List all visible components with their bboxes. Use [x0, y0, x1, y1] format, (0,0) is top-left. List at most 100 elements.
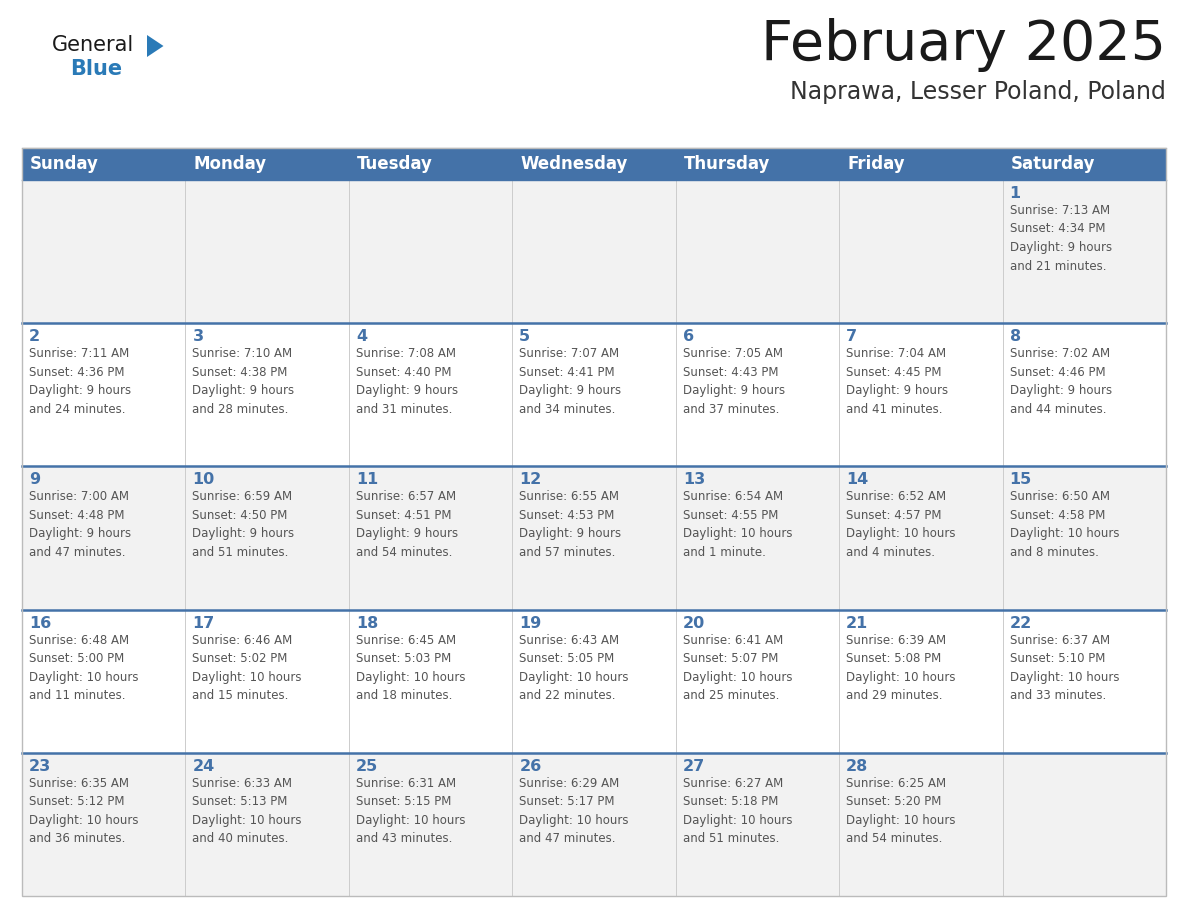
Text: Sunrise: 6:46 AM
Sunset: 5:02 PM
Daylight: 10 hours
and 15 minutes.: Sunrise: 6:46 AM Sunset: 5:02 PM Dayligh… — [192, 633, 302, 702]
Text: 25: 25 — [356, 759, 378, 774]
Text: Sunrise: 7:04 AM
Sunset: 4:45 PM
Daylight: 9 hours
and 41 minutes.: Sunrise: 7:04 AM Sunset: 4:45 PM Dayligh… — [846, 347, 948, 416]
Bar — [839, 753, 1003, 896]
Text: Sunrise: 6:35 AM
Sunset: 5:12 PM
Daylight: 10 hours
and 36 minutes.: Sunrise: 6:35 AM Sunset: 5:12 PM Dayligh… — [29, 777, 139, 845]
Bar — [676, 180, 839, 323]
Bar — [349, 753, 512, 896]
Text: 17: 17 — [192, 616, 215, 631]
Text: Monday: Monday — [194, 155, 266, 173]
Text: 16: 16 — [29, 616, 51, 631]
Bar — [349, 323, 512, 466]
Text: Sunrise: 6:37 AM
Sunset: 5:10 PM
Daylight: 10 hours
and 33 minutes.: Sunrise: 6:37 AM Sunset: 5:10 PM Dayligh… — [1010, 633, 1119, 702]
Polygon shape — [147, 35, 164, 57]
Text: Sunrise: 6:45 AM
Sunset: 5:03 PM
Daylight: 10 hours
and 18 minutes.: Sunrise: 6:45 AM Sunset: 5:03 PM Dayligh… — [356, 633, 466, 702]
Bar — [512, 148, 676, 180]
Text: 5: 5 — [519, 330, 530, 344]
Bar — [23, 323, 185, 466]
Text: Sunrise: 7:13 AM
Sunset: 4:34 PM
Daylight: 9 hours
and 21 minutes.: Sunrise: 7:13 AM Sunset: 4:34 PM Dayligh… — [1010, 204, 1112, 273]
Bar — [512, 610, 676, 753]
Text: Sunrise: 6:48 AM
Sunset: 5:00 PM
Daylight: 10 hours
and 11 minutes.: Sunrise: 6:48 AM Sunset: 5:00 PM Dayligh… — [29, 633, 139, 702]
Text: Sunrise: 7:08 AM
Sunset: 4:40 PM
Daylight: 9 hours
and 31 minutes.: Sunrise: 7:08 AM Sunset: 4:40 PM Dayligh… — [356, 347, 459, 416]
Bar — [185, 466, 349, 610]
Text: Sunrise: 6:54 AM
Sunset: 4:55 PM
Daylight: 10 hours
and 1 minute.: Sunrise: 6:54 AM Sunset: 4:55 PM Dayligh… — [683, 490, 792, 559]
Bar — [839, 323, 1003, 466]
Bar — [512, 323, 676, 466]
Text: Sunrise: 6:41 AM
Sunset: 5:07 PM
Daylight: 10 hours
and 25 minutes.: Sunrise: 6:41 AM Sunset: 5:07 PM Dayligh… — [683, 633, 792, 702]
Bar — [1003, 148, 1165, 180]
Text: Sunrise: 6:39 AM
Sunset: 5:08 PM
Daylight: 10 hours
and 29 minutes.: Sunrise: 6:39 AM Sunset: 5:08 PM Dayligh… — [846, 633, 955, 702]
Text: 19: 19 — [519, 616, 542, 631]
Text: Sunrise: 6:55 AM
Sunset: 4:53 PM
Daylight: 9 hours
and 57 minutes.: Sunrise: 6:55 AM Sunset: 4:53 PM Dayligh… — [519, 490, 621, 559]
Text: Sunrise: 7:07 AM
Sunset: 4:41 PM
Daylight: 9 hours
and 34 minutes.: Sunrise: 7:07 AM Sunset: 4:41 PM Dayligh… — [519, 347, 621, 416]
Bar — [23, 753, 185, 896]
Text: 3: 3 — [192, 330, 203, 344]
Text: Sunrise: 6:31 AM
Sunset: 5:15 PM
Daylight: 10 hours
and 43 minutes.: Sunrise: 6:31 AM Sunset: 5:15 PM Dayligh… — [356, 777, 466, 845]
Text: Sunrise: 6:43 AM
Sunset: 5:05 PM
Daylight: 10 hours
and 22 minutes.: Sunrise: 6:43 AM Sunset: 5:05 PM Dayligh… — [519, 633, 628, 702]
Bar — [185, 148, 349, 180]
Text: Naprawa, Lesser Poland, Poland: Naprawa, Lesser Poland, Poland — [790, 80, 1165, 104]
Text: 23: 23 — [29, 759, 51, 774]
Text: 14: 14 — [846, 473, 868, 487]
Bar — [23, 148, 185, 180]
Text: Sunday: Sunday — [30, 155, 99, 173]
Bar — [23, 148, 1165, 896]
Bar — [839, 148, 1003, 180]
Bar — [349, 466, 512, 610]
Bar — [23, 180, 185, 323]
Text: Sunrise: 6:59 AM
Sunset: 4:50 PM
Daylight: 9 hours
and 51 minutes.: Sunrise: 6:59 AM Sunset: 4:50 PM Dayligh… — [192, 490, 295, 559]
Bar — [349, 180, 512, 323]
Text: General: General — [52, 35, 134, 55]
Text: Thursday: Thursday — [684, 155, 770, 173]
Bar — [185, 753, 349, 896]
Text: 4: 4 — [356, 330, 367, 344]
Text: 11: 11 — [356, 473, 378, 487]
Text: Blue: Blue — [70, 59, 122, 79]
Text: 21: 21 — [846, 616, 868, 631]
Text: 24: 24 — [192, 759, 215, 774]
Bar — [1003, 466, 1165, 610]
Text: 6: 6 — [683, 330, 694, 344]
Text: Sunrise: 7:05 AM
Sunset: 4:43 PM
Daylight: 9 hours
and 37 minutes.: Sunrise: 7:05 AM Sunset: 4:43 PM Dayligh… — [683, 347, 785, 416]
Bar — [23, 466, 185, 610]
Text: Sunrise: 7:02 AM
Sunset: 4:46 PM
Daylight: 9 hours
and 44 minutes.: Sunrise: 7:02 AM Sunset: 4:46 PM Dayligh… — [1010, 347, 1112, 416]
Text: 26: 26 — [519, 759, 542, 774]
Bar — [1003, 753, 1165, 896]
Bar — [1003, 323, 1165, 466]
Text: Sunrise: 6:50 AM
Sunset: 4:58 PM
Daylight: 10 hours
and 8 minutes.: Sunrise: 6:50 AM Sunset: 4:58 PM Dayligh… — [1010, 490, 1119, 559]
Bar — [839, 610, 1003, 753]
Bar — [676, 753, 839, 896]
Text: 22: 22 — [1010, 616, 1032, 631]
Text: 28: 28 — [846, 759, 868, 774]
Bar — [839, 180, 1003, 323]
Text: Sunrise: 7:10 AM
Sunset: 4:38 PM
Daylight: 9 hours
and 28 minutes.: Sunrise: 7:10 AM Sunset: 4:38 PM Dayligh… — [192, 347, 295, 416]
Text: Sunrise: 7:00 AM
Sunset: 4:48 PM
Daylight: 9 hours
and 47 minutes.: Sunrise: 7:00 AM Sunset: 4:48 PM Dayligh… — [29, 490, 131, 559]
Text: Sunrise: 6:33 AM
Sunset: 5:13 PM
Daylight: 10 hours
and 40 minutes.: Sunrise: 6:33 AM Sunset: 5:13 PM Dayligh… — [192, 777, 302, 845]
Text: Sunrise: 7:11 AM
Sunset: 4:36 PM
Daylight: 9 hours
and 24 minutes.: Sunrise: 7:11 AM Sunset: 4:36 PM Dayligh… — [29, 347, 131, 416]
Bar — [676, 148, 839, 180]
Text: 8: 8 — [1010, 330, 1020, 344]
Bar — [676, 610, 839, 753]
Text: Saturday: Saturday — [1011, 155, 1095, 173]
Bar — [1003, 180, 1165, 323]
Text: Sunrise: 6:57 AM
Sunset: 4:51 PM
Daylight: 9 hours
and 54 minutes.: Sunrise: 6:57 AM Sunset: 4:51 PM Dayligh… — [356, 490, 459, 559]
Text: Sunrise: 6:27 AM
Sunset: 5:18 PM
Daylight: 10 hours
and 51 minutes.: Sunrise: 6:27 AM Sunset: 5:18 PM Dayligh… — [683, 777, 792, 845]
Text: 20: 20 — [683, 616, 704, 631]
Text: 15: 15 — [1010, 473, 1032, 487]
Bar — [349, 610, 512, 753]
Text: 12: 12 — [519, 473, 542, 487]
Text: Sunrise: 6:29 AM
Sunset: 5:17 PM
Daylight: 10 hours
and 47 minutes.: Sunrise: 6:29 AM Sunset: 5:17 PM Dayligh… — [519, 777, 628, 845]
Text: Tuesday: Tuesday — [356, 155, 432, 173]
Bar — [185, 323, 349, 466]
Text: 10: 10 — [192, 473, 215, 487]
Bar — [512, 753, 676, 896]
Text: 18: 18 — [356, 616, 378, 631]
Bar — [23, 610, 185, 753]
Text: Sunrise: 6:25 AM
Sunset: 5:20 PM
Daylight: 10 hours
and 54 minutes.: Sunrise: 6:25 AM Sunset: 5:20 PM Dayligh… — [846, 777, 955, 845]
Bar — [676, 323, 839, 466]
Text: 1: 1 — [1010, 186, 1020, 201]
Text: 13: 13 — [683, 473, 704, 487]
Bar — [185, 610, 349, 753]
Text: Wednesday: Wednesday — [520, 155, 627, 173]
Bar — [839, 466, 1003, 610]
Bar — [676, 466, 839, 610]
Text: February 2025: February 2025 — [762, 18, 1165, 72]
